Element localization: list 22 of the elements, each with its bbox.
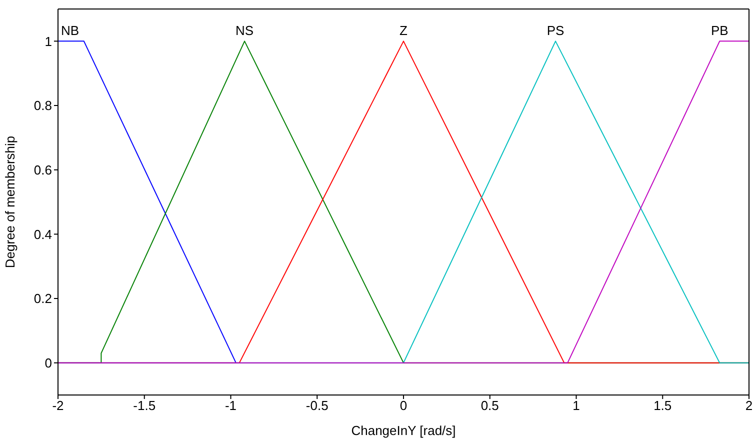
series-label: NB xyxy=(61,23,80,38)
x-tick-label: 0.5 xyxy=(480,398,499,414)
y-tick-label: 0.8 xyxy=(34,98,52,114)
x-tick-label: 1.5 xyxy=(654,398,672,414)
y-tick-label: 1 xyxy=(44,34,52,49)
y-tick-label: 0.6 xyxy=(34,162,52,178)
x-tick-label: -2 xyxy=(52,398,64,414)
x-tick-label: -1 xyxy=(224,398,237,414)
series-label: PB xyxy=(710,23,728,38)
x-tick-label: -1.5 xyxy=(133,398,156,414)
y-axis-title: Degree of membership xyxy=(2,136,18,268)
y-tick-label: 0.2 xyxy=(34,291,52,306)
x-tick-label: 0 xyxy=(400,398,408,414)
y-tick-label: 0 xyxy=(44,355,52,370)
x-tick-label: 1 xyxy=(572,398,580,414)
x-tick-label: 2 xyxy=(745,398,753,414)
series-label: PS xyxy=(546,23,565,38)
series-label: Z xyxy=(400,23,408,38)
series-label: NS xyxy=(236,23,254,38)
x-axis-title: ChangeInY [rad/s] xyxy=(351,423,456,438)
y-tick-label: 0.4 xyxy=(34,226,52,242)
x-tick-label: -0.5 xyxy=(306,398,328,414)
